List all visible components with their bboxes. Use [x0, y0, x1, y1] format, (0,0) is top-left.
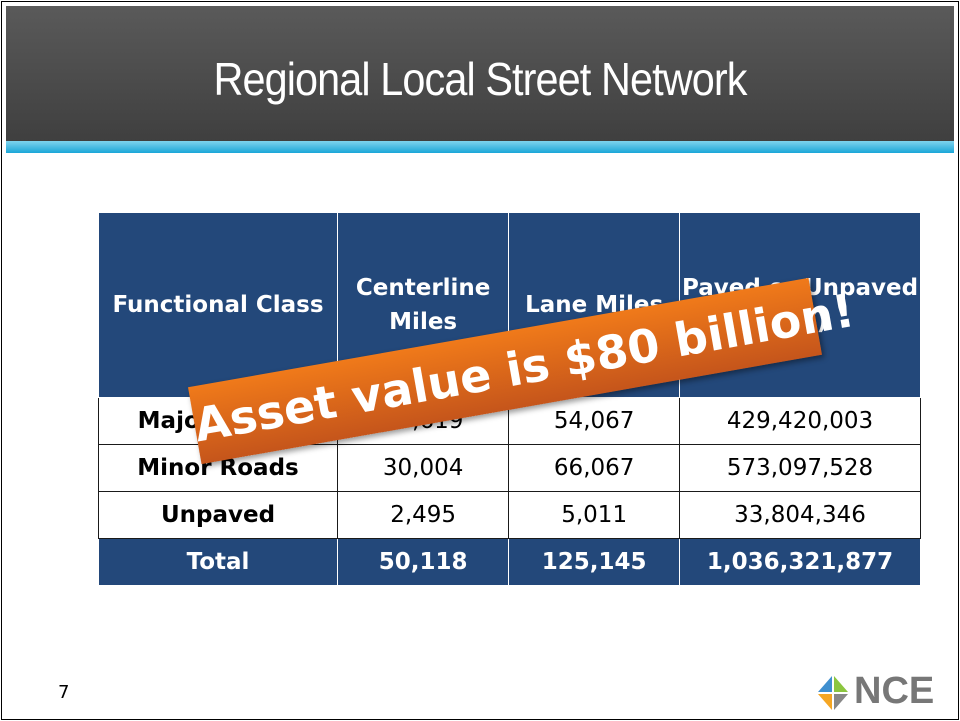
logo-shape	[834, 694, 848, 710]
total-cell: 1,036,321,877	[679, 538, 921, 586]
logo-shape	[834, 676, 848, 692]
table-row: Minor Roads 30,004 66,067 573,097,528	[98, 444, 921, 492]
page-number: 7	[58, 682, 70, 703]
total-cell: 125,145	[508, 538, 681, 586]
total-cell: Total	[98, 538, 338, 586]
total-row: Total 50,118 125,145 1,036,321,877	[98, 538, 921, 586]
logo-text: NCE	[854, 670, 935, 712]
table-cell: Unpaved	[98, 491, 338, 539]
logo-shape	[818, 694, 832, 710]
table-row: Unpaved 2,495 5,011 33,804,346	[98, 491, 921, 539]
logo-shape	[818, 676, 832, 692]
table-cell: 66,067	[508, 444, 681, 492]
slide-title: Regional Local Street Network	[213, 53, 747, 105]
table-cell: 54,067	[508, 397, 681, 445]
accent-bar	[6, 141, 954, 153]
total-cell: 50,118	[336, 538, 510, 586]
logo-icon	[818, 676, 848, 710]
table-cell: 5,011	[508, 491, 681, 539]
table-cell: 30,004	[336, 444, 510, 492]
table-cell: 33,804,346	[679, 491, 921, 539]
table-cell: 2,495	[336, 491, 510, 539]
header-band	[6, 6, 954, 142]
table-cell: 429,420,003	[679, 397, 921, 445]
logo: NCE	[814, 670, 954, 714]
table-cell: 573,097,528	[679, 444, 921, 492]
